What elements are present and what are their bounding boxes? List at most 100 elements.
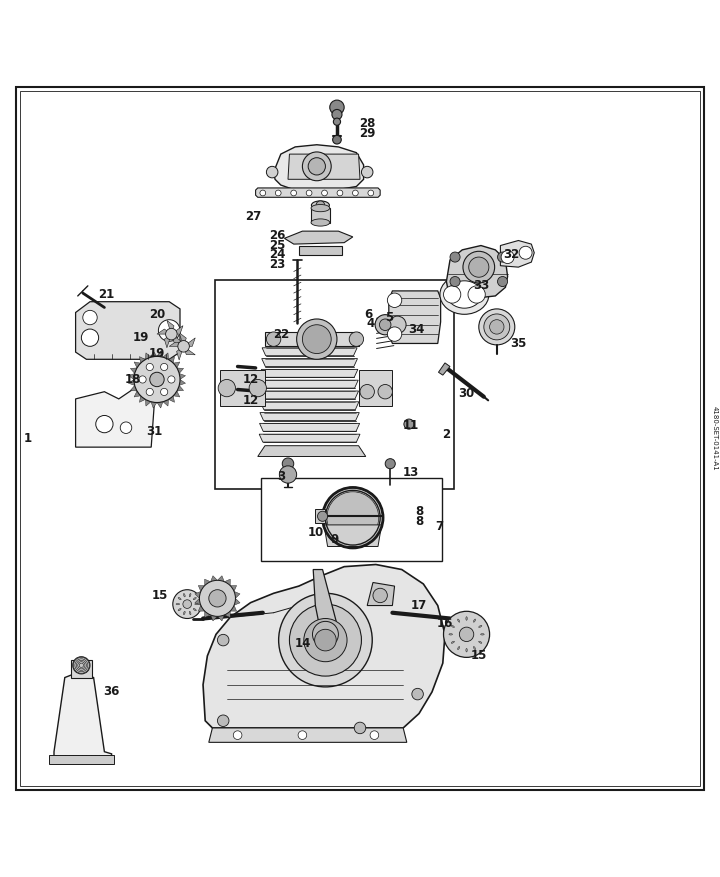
Circle shape (150, 372, 164, 387)
Polygon shape (179, 374, 186, 380)
Polygon shape (500, 240, 534, 267)
Polygon shape (438, 363, 450, 375)
Polygon shape (259, 434, 360, 442)
Circle shape (387, 327, 402, 341)
Text: 12: 12 (243, 394, 258, 407)
Circle shape (120, 422, 132, 433)
Ellipse shape (479, 641, 482, 644)
Circle shape (361, 167, 373, 178)
Text: 1: 1 (23, 432, 32, 445)
Circle shape (199, 581, 235, 617)
Circle shape (308, 158, 325, 175)
Polygon shape (151, 402, 157, 408)
Circle shape (484, 314, 510, 340)
Polygon shape (217, 575, 225, 581)
Polygon shape (184, 338, 195, 346)
Text: 15: 15 (152, 589, 168, 602)
Text: 7: 7 (435, 520, 444, 533)
Circle shape (360, 384, 374, 399)
Polygon shape (76, 387, 155, 447)
Text: 32: 32 (503, 248, 519, 261)
Circle shape (306, 190, 312, 196)
Text: 15: 15 (471, 650, 487, 662)
Polygon shape (260, 412, 359, 420)
Circle shape (519, 246, 532, 260)
Circle shape (217, 634, 229, 645)
Ellipse shape (311, 219, 330, 226)
Text: 28: 28 (359, 117, 375, 130)
Polygon shape (204, 611, 210, 617)
Polygon shape (169, 341, 184, 346)
Polygon shape (225, 579, 230, 586)
Polygon shape (179, 380, 186, 385)
Polygon shape (265, 332, 359, 346)
Text: 19: 19 (132, 332, 148, 344)
Ellipse shape (184, 611, 185, 615)
Text: 30: 30 (459, 388, 474, 401)
Polygon shape (261, 369, 358, 377)
Text: 22: 22 (273, 328, 289, 340)
Text: 9: 9 (330, 533, 339, 545)
Ellipse shape (481, 633, 485, 635)
Polygon shape (177, 368, 184, 374)
Circle shape (279, 466, 297, 483)
Circle shape (312, 622, 338, 647)
Circle shape (161, 389, 168, 396)
Ellipse shape (451, 625, 454, 628)
Polygon shape (230, 586, 237, 591)
Circle shape (146, 389, 153, 396)
Polygon shape (157, 329, 171, 334)
Polygon shape (256, 188, 380, 197)
Polygon shape (130, 385, 137, 391)
Text: 35: 35 (510, 337, 526, 350)
Polygon shape (157, 402, 163, 408)
Text: 12: 12 (243, 373, 258, 386)
Text: 4180-SET-0141-A1: 4180-SET-0141-A1 (712, 406, 718, 471)
Polygon shape (299, 246, 342, 255)
Circle shape (173, 589, 202, 618)
Circle shape (178, 340, 189, 352)
Circle shape (501, 251, 514, 264)
Polygon shape (389, 291, 441, 344)
Text: 13: 13 (402, 466, 418, 479)
Polygon shape (167, 320, 174, 334)
Polygon shape (157, 351, 163, 357)
Circle shape (289, 604, 361, 676)
Polygon shape (210, 575, 217, 581)
Circle shape (302, 152, 331, 181)
Circle shape (323, 488, 383, 548)
Circle shape (266, 167, 278, 178)
Polygon shape (195, 598, 201, 605)
Circle shape (353, 190, 359, 196)
Polygon shape (174, 391, 180, 397)
Polygon shape (134, 362, 140, 368)
Polygon shape (313, 569, 337, 640)
Polygon shape (359, 370, 392, 406)
Circle shape (96, 416, 113, 432)
Polygon shape (274, 145, 364, 191)
Text: 29: 29 (359, 126, 375, 139)
Ellipse shape (440, 275, 489, 314)
Ellipse shape (178, 597, 181, 600)
Text: 19: 19 (149, 347, 165, 360)
Circle shape (412, 688, 423, 700)
Ellipse shape (193, 597, 197, 600)
Text: 25: 25 (269, 239, 285, 252)
Circle shape (469, 257, 489, 277)
Text: 23: 23 (269, 258, 285, 271)
Ellipse shape (189, 611, 191, 615)
Circle shape (209, 589, 226, 607)
Circle shape (387, 293, 402, 308)
Circle shape (316, 201, 325, 210)
Circle shape (444, 286, 461, 303)
Ellipse shape (473, 646, 476, 650)
Circle shape (275, 190, 281, 196)
Ellipse shape (466, 648, 467, 652)
Circle shape (183, 600, 192, 609)
Text: 24: 24 (269, 248, 285, 261)
Ellipse shape (451, 641, 454, 644)
Ellipse shape (176, 603, 180, 605)
Polygon shape (151, 351, 157, 357)
Polygon shape (261, 402, 359, 410)
Polygon shape (164, 334, 171, 348)
